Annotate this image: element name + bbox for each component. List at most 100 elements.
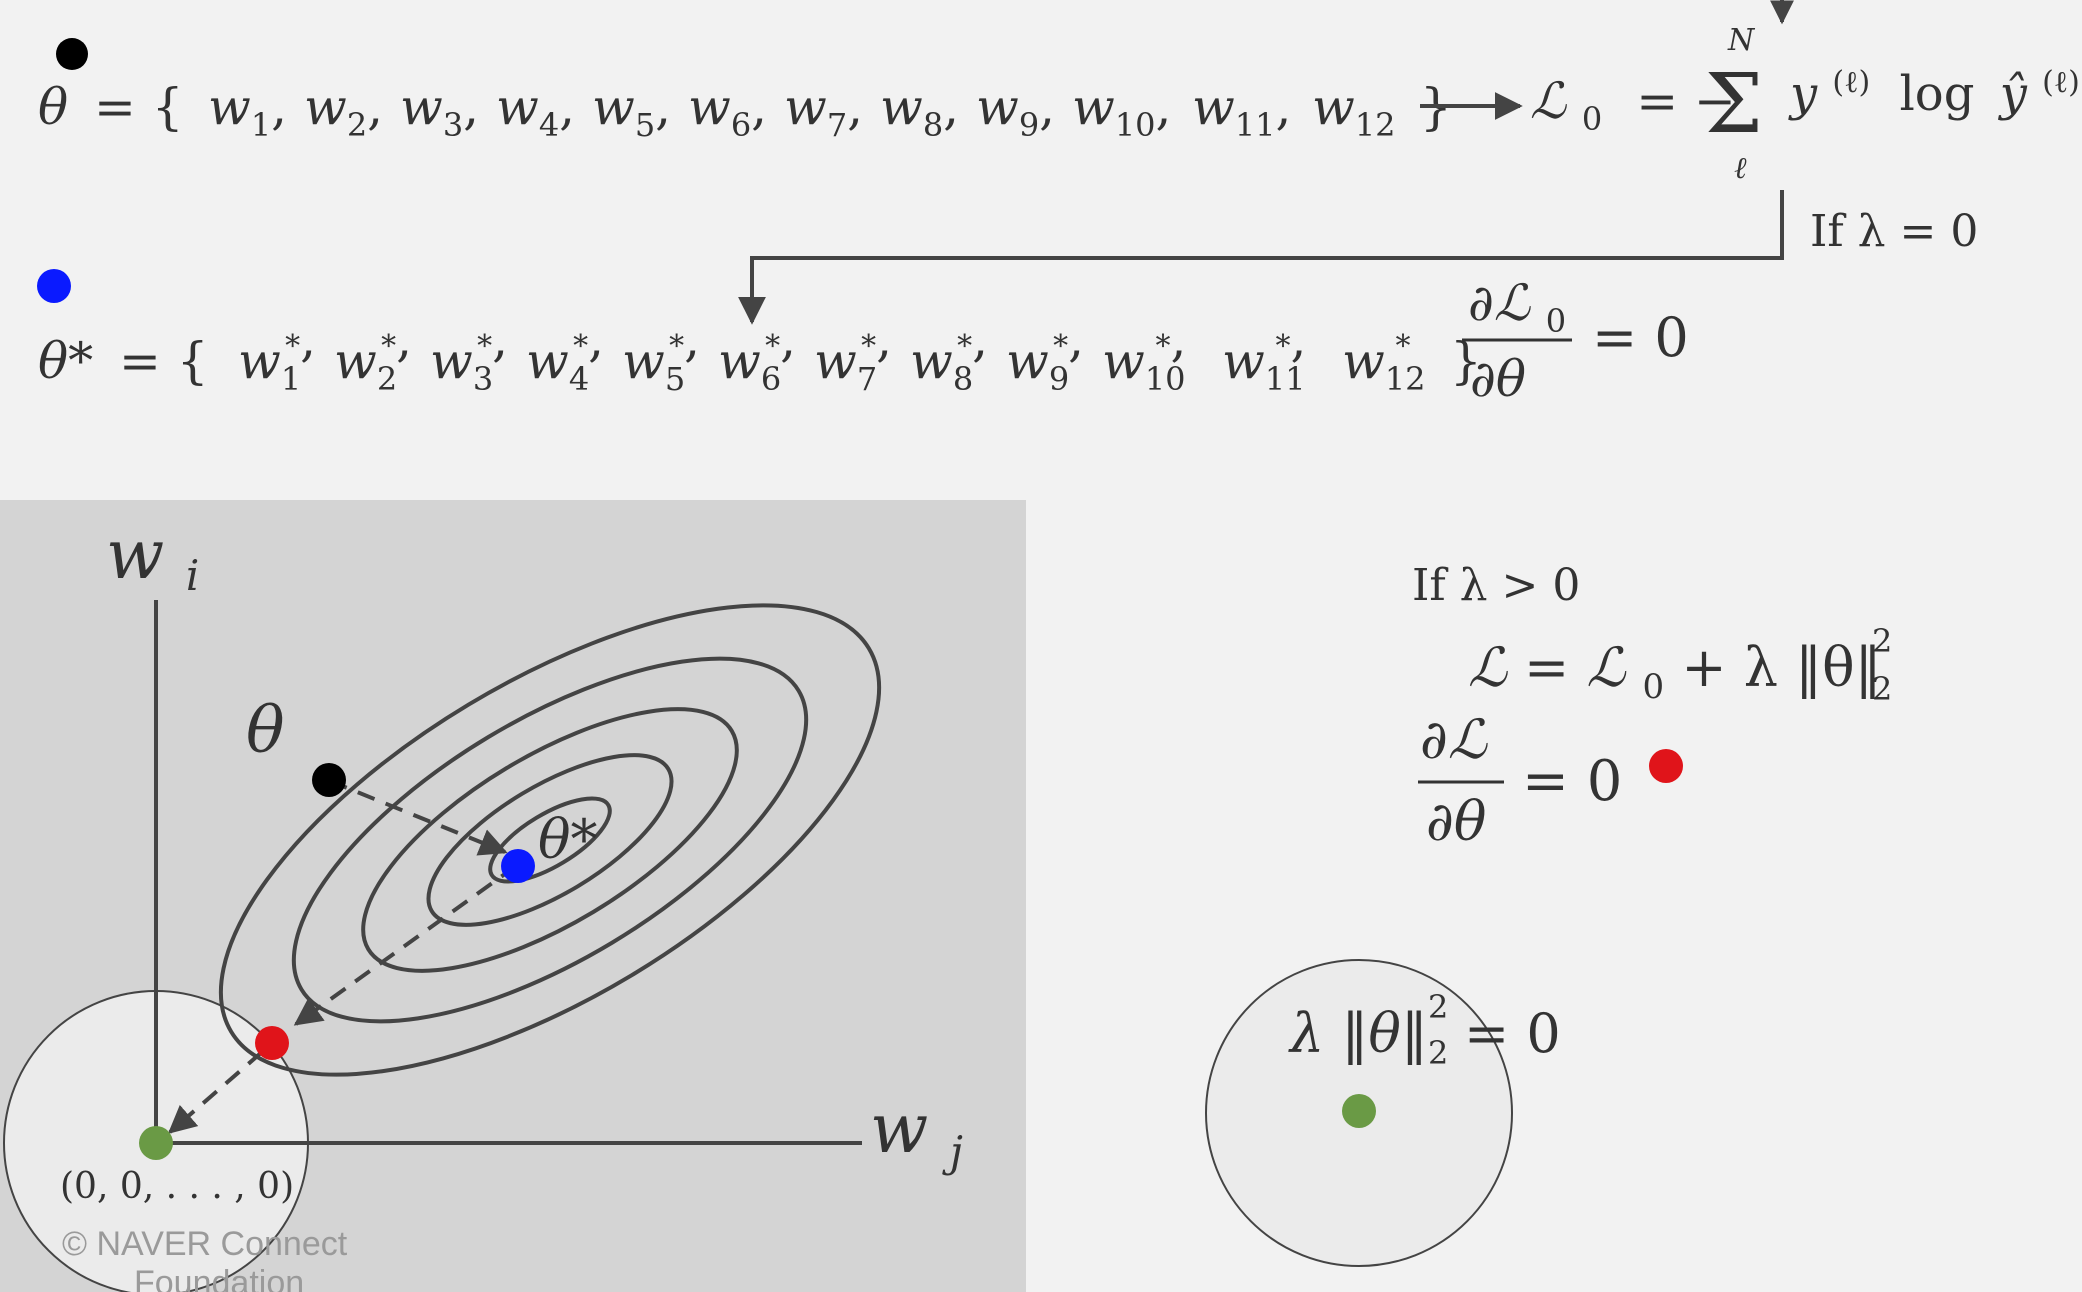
reg-loss-norm-sup: 2 — [1872, 622, 1892, 660]
theta-star-set-item: w2*, — [334, 310, 412, 398]
loss-contours — [218, 603, 882, 1077]
lambda-zero-connector — [738, 190, 1784, 325]
theta-dot-marker — [56, 38, 88, 70]
sum-lower-limit: ℓ — [1734, 151, 1747, 186]
theta-star-set-close-brace: } — [1450, 332, 1482, 390]
svg-text:ℒ 0 = −: ℒ 0 = − — [1530, 72, 1736, 142]
path-red-to-origin — [167, 1050, 264, 1134]
lambda-zero-label: If λ = 0 — [1810, 206, 1978, 257]
theta-set-item: w4, — [496, 78, 575, 144]
regularized-solution-marker — [1649, 749, 1683, 783]
axis-wj-subscript: j — [942, 1127, 963, 1176]
svg-text:∂ℒ 0: ∂ℒ 0 — [1468, 274, 1566, 340]
top-equations: θ = { w1, w2, w3, w4, w5, w6, w7, w8, w9, w10, w11… — [37, 0, 2080, 408]
theta-star-set-item: w1*, — [238, 310, 316, 398]
contour-ring-5 — [218, 603, 882, 1077]
theta-star-set-item: w11*, — [1222, 310, 1306, 398]
theta-set-item: w6, — [688, 78, 767, 144]
origin-dot — [139, 1126, 173, 1160]
theta-set-item: w7, — [784, 78, 863, 144]
theta-symbol: θ — [38, 78, 68, 136]
axis-wj-label: w — [870, 1090, 928, 1169]
axis-wi-subscript: i — [186, 551, 199, 600]
svg-text:w j: w j — [870, 1090, 963, 1176]
yhat-symbol: ŷ — [1998, 66, 2028, 122]
reg-grad-rhs: = 0 — [1522, 749, 1622, 814]
reg-grad-numerator: ∂ℒ — [1420, 708, 1488, 771]
y-superscript: (ℓ) — [1832, 65, 1870, 100]
loss-eq-minus: = − — [1636, 72, 1736, 130]
svg-text:y (ℓ) log: y (ℓ) log ŷ (ℓ) — [1788, 48, 2080, 122]
theta-star-set-item: w6*, — [718, 310, 796, 398]
theta-star-symbol: θ* — [38, 332, 93, 390]
grad-numerator-sub: 0 — [1546, 302, 1566, 340]
grad-rhs: = 0 — [1592, 306, 1689, 369]
path-theta-to-theta-star — [329, 779, 508, 856]
grad-numerator: ∂ℒ — [1468, 274, 1531, 332]
theta-star-set-items: w1*, w2*, w3*, w4*, w5*, w6*, w7*, w8*, w9*, w10*… — [238, 310, 1482, 398]
path-theta-star-to-origin — [293, 864, 518, 1026]
theta-set-equation: θ = { — [38, 78, 184, 136]
theta-set-item: w9, — [976, 78, 1055, 144]
lambda-positive-label: If λ > 0 — [1412, 560, 1580, 611]
watermark-line-2: Foundation — [134, 1264, 304, 1292]
theta-set-items: w1, w2, w3, w4, w5, w6, w7, w8, w9, w10, w11, w12} — [208, 78, 1452, 144]
reg-loss-norm-sub: 2 — [1872, 670, 1892, 708]
theta-set-item: w2, — [304, 78, 383, 144]
theta-star-dot — [501, 849, 535, 883]
theta-star-set-item: w10*, — [1102, 310, 1186, 398]
penalty-rhs: = 0 — [1464, 1002, 1561, 1065]
theta-set-item: w3, — [400, 78, 479, 144]
gradient-zero-equation: ∂ℒ 0 ∂θ = 0 — [1462, 274, 1689, 408]
theta-set-item: w5, — [592, 78, 671, 144]
reg-loss-plus: + λ ‖θ‖ — [1681, 636, 1881, 699]
regularized-equations: If λ > 0 ℒ = ℒ 0 + λ ‖θ‖ 2 2 ∂ℒ ∂θ = 0 λ… — [1205, 560, 1892, 1267]
contour-ring-4 — [291, 656, 809, 1024]
theta-star-set-open: = { — [119, 332, 209, 390]
theta-set-open: = { — [94, 78, 184, 136]
sum-sigma: Σ — [1705, 57, 1763, 152]
theta-star-set-item: w3*, — [430, 310, 508, 398]
penalty-text: λ ‖θ‖ — [1288, 1002, 1428, 1065]
axis-wi-label: w — [106, 516, 164, 595]
penalty-sub: 2 — [1428, 1034, 1448, 1072]
yhat-superscript: (ℓ) — [2042, 65, 2080, 100]
loss-symbol: ℒ — [1530, 72, 1567, 130]
grad-denominator: ∂θ — [1470, 350, 1526, 408]
theta-star-set-equation: θ* = { — [38, 332, 209, 390]
loss-equation: ℒ 0 = − Σ N ℓ y (ℓ) log ŷ (ℓ) — [1530, 23, 2080, 186]
watermark-line-1: © NAVER Connect — [62, 1225, 348, 1263]
regularized-loss-equation: ℒ = ℒ 0 + λ ‖θ‖ — [1468, 636, 1882, 711]
theta-star-set-item: w5*, — [622, 310, 700, 398]
svg-text:w i: w i — [106, 516, 199, 600]
theta-star-set-item: w7*, — [814, 310, 892, 398]
theta-star-set-item: w8*, — [910, 310, 988, 398]
reg-loss-lhs: ℒ = ℒ — [1468, 636, 1626, 699]
theta-star-dot-marker — [37, 269, 71, 303]
origin-dot-right — [1342, 1094, 1376, 1128]
theta-star-set-item: w9*, — [1006, 310, 1084, 398]
theta-set-item: w12 — [1312, 78, 1396, 144]
regularized-gradient-equation: ∂ℒ ∂θ = 0 — [1418, 708, 1683, 853]
origin-label: (0, 0, . . . , 0) — [60, 1166, 294, 1207]
penalty-equation: λ ‖θ‖ — [1288, 1002, 1428, 1065]
theta-label: θ — [246, 694, 285, 768]
sum-upper-limit: N — [1727, 23, 1756, 58]
log-text: log — [1899, 66, 1974, 122]
theta-set-item: w8, — [880, 78, 959, 144]
theta-set-item: w10, — [1072, 78, 1171, 144]
regularized-solution-dot — [255, 1026, 289, 1060]
theta-set-item: w1, — [208, 78, 287, 144]
theta-set-item: w11, — [1192, 78, 1291, 144]
penalty-sup: 2 — [1428, 988, 1448, 1026]
contour-plot: w i w j θ θ* (0, 0, . . . , 0) © NAVER C… — [0, 500, 1026, 1292]
reg-loss-lhs-sub: 0 — [1643, 667, 1665, 707]
contour-ring-1 — [488, 796, 612, 884]
y-symbol: y — [1788, 66, 1818, 122]
reg-grad-denominator: ∂θ — [1426, 790, 1486, 853]
contour-ring-2 — [426, 753, 674, 927]
theta-dot — [312, 763, 346, 797]
loss-subscript: 0 — [1582, 100, 1602, 138]
theta-star-set-item: w4*, — [526, 310, 604, 398]
